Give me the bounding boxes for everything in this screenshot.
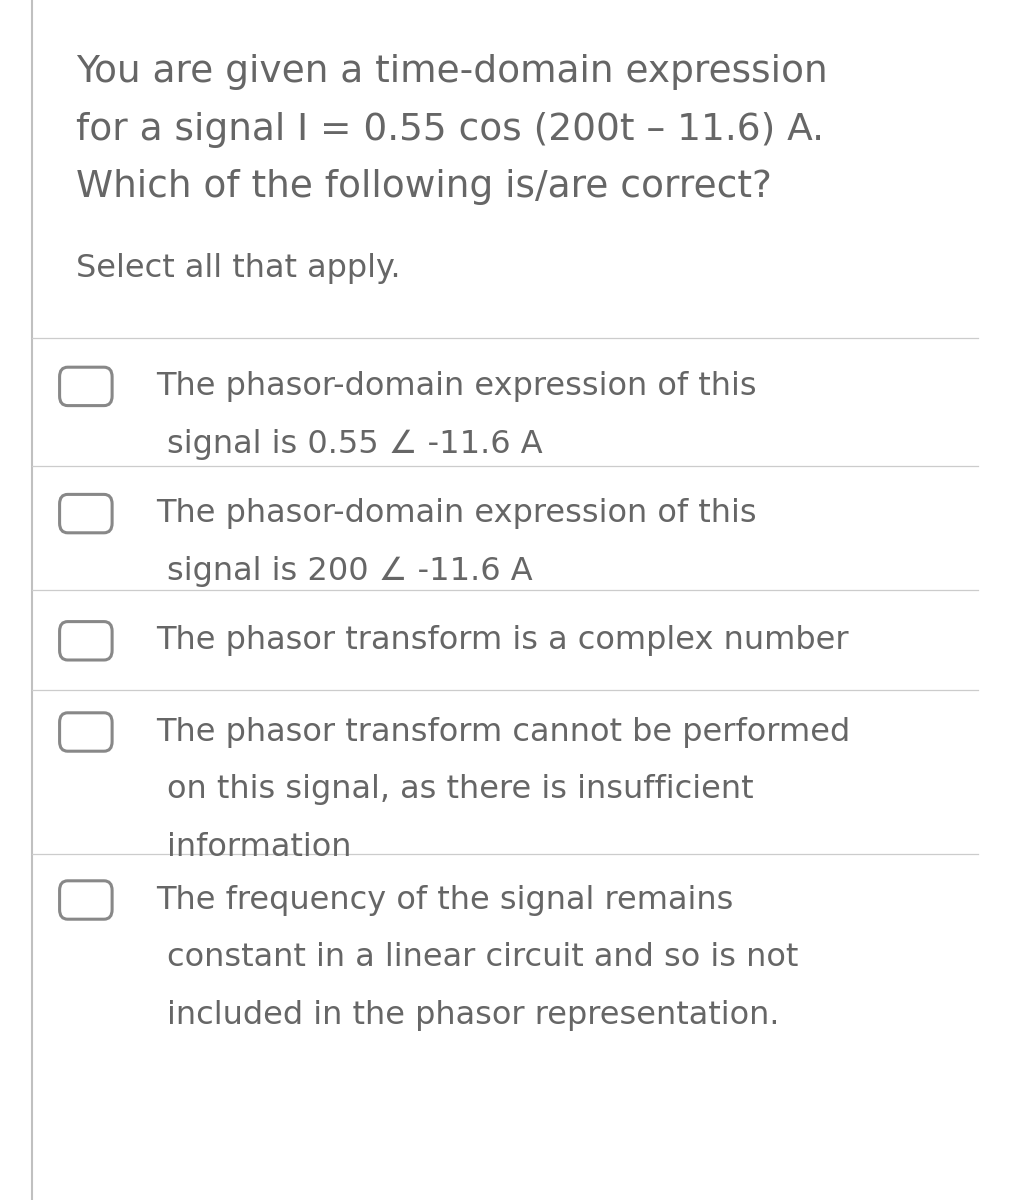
Text: Which of the following is/are correct?: Which of the following is/are correct? (76, 169, 772, 205)
Text: You are given a time-domain expression: You are given a time-domain expression (76, 54, 827, 90)
Text: The phasor transform cannot be performed: The phasor transform cannot be performed (157, 716, 850, 748)
Text: The phasor-domain expression of this: The phasor-domain expression of this (157, 498, 758, 529)
Text: signal is 200 ∠ -11.6 A: signal is 200 ∠ -11.6 A (167, 556, 532, 587)
Text: The phasor transform is a complex number: The phasor transform is a complex number (157, 625, 849, 656)
Text: signal is 0.55 ∠ -11.6 A: signal is 0.55 ∠ -11.6 A (167, 428, 542, 460)
Text: Select all that apply.: Select all that apply. (76, 253, 400, 284)
Text: constant in a linear circuit and so is not: constant in a linear circuit and so is n… (167, 942, 798, 973)
Text: included in the phasor representation.: included in the phasor representation. (167, 1000, 779, 1031)
Text: on this signal, as there is insufficient: on this signal, as there is insufficient (167, 774, 753, 805)
Text: The frequency of the signal remains: The frequency of the signal remains (157, 884, 734, 916)
Text: for a signal I = 0.55 cos (200t – 11.6) A.: for a signal I = 0.55 cos (200t – 11.6) … (76, 112, 824, 148)
Text: information: information (167, 832, 351, 863)
Text: The phasor-domain expression of this: The phasor-domain expression of this (157, 371, 758, 402)
